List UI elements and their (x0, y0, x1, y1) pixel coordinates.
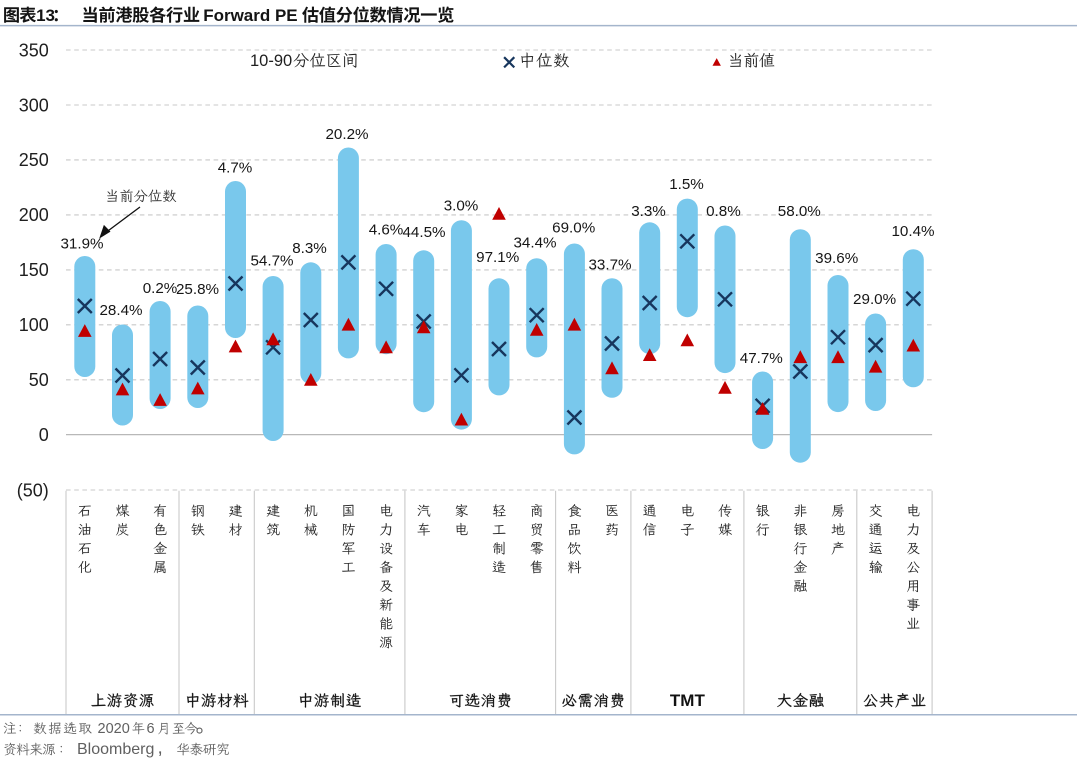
svg-text:10-90: 10-90 (250, 52, 292, 70)
svg-text:4.7%: 4.7% (218, 159, 253, 176)
svg-text:,: , (158, 738, 163, 759)
svg-text:3.3%: 3.3% (631, 203, 666, 220)
svg-text:150: 150 (19, 260, 49, 280)
svg-text:58.0%: 58.0% (778, 203, 821, 220)
svg-text:20.2%: 20.2% (325, 126, 368, 143)
svg-text:50: 50 (29, 370, 49, 390)
svg-text:0.8%: 0.8% (706, 203, 741, 220)
svg-text:300: 300 (19, 95, 49, 115)
svg-text:29.0%: 29.0% (853, 291, 896, 308)
svg-text:54.7%: 54.7% (250, 252, 293, 269)
svg-text:0.2%: 0.2% (143, 280, 178, 297)
svg-text:6: 6 (147, 721, 155, 737)
svg-text:2020: 2020 (98, 721, 130, 737)
svg-text:39.6%: 39.6% (815, 250, 858, 267)
svg-text:TMT: TMT (670, 691, 706, 710)
svg-text:33.7%: 33.7% (588, 256, 631, 273)
svg-text:69.0%: 69.0% (552, 220, 595, 237)
svg-text:200: 200 (19, 205, 49, 225)
svg-text:Bloomberg: Bloomberg (77, 741, 154, 758)
svg-text:13: 13 (36, 6, 55, 25)
svg-text:34.4%: 34.4% (513, 234, 556, 251)
svg-text:(50): (50) (17, 480, 49, 500)
svg-text:28.4%: 28.4% (99, 302, 142, 319)
svg-text:3.0%: 3.0% (444, 197, 479, 214)
svg-text:10.4%: 10.4% (891, 223, 934, 240)
svg-text:100: 100 (19, 315, 49, 335)
svg-text:350: 350 (19, 40, 49, 60)
svg-text:250: 250 (19, 150, 49, 170)
svg-text:0: 0 (39, 425, 49, 445)
svg-text:1.5%: 1.5% (669, 176, 704, 193)
svg-text:8.3%: 8.3% (292, 240, 327, 257)
svg-text:4.6%: 4.6% (369, 221, 404, 238)
svg-text:97.1%: 97.1% (476, 249, 519, 266)
svg-text:31.9%: 31.9% (60, 235, 103, 252)
svg-text:47.7%: 47.7% (740, 350, 783, 367)
svg-text:44.5%: 44.5% (402, 224, 445, 241)
svg-text:Forward PE: Forward PE (203, 6, 297, 25)
svg-text:25.8%: 25.8% (176, 281, 219, 298)
